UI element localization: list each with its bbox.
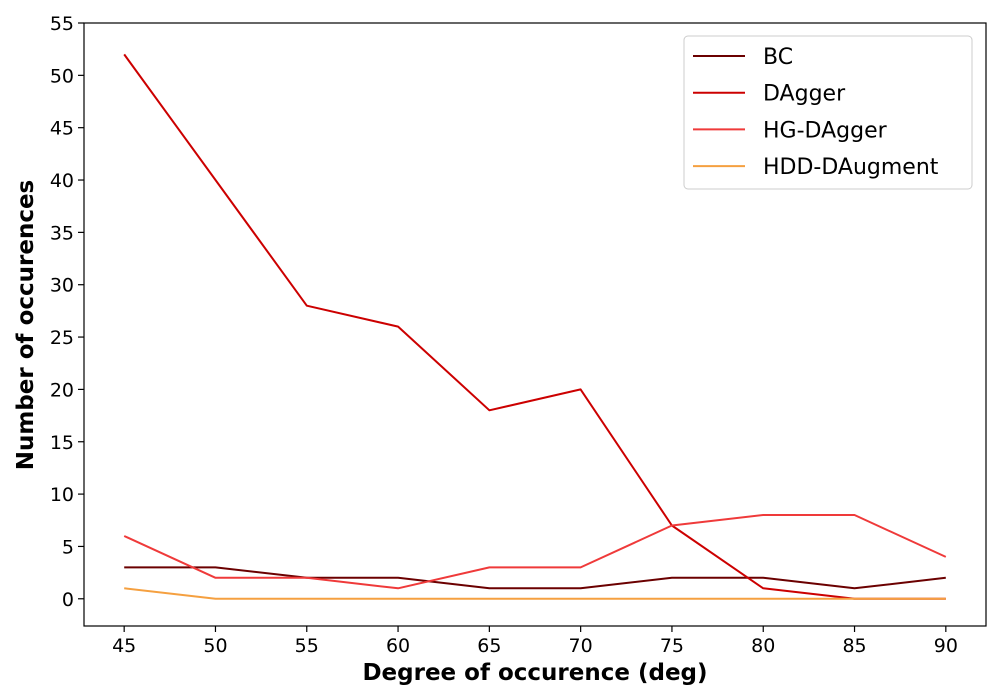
legend-box bbox=[683, 35, 973, 190]
x-axis-label: Degree of occurence (deg) bbox=[362, 660, 707, 686]
x-tick-label: 75 bbox=[660, 635, 684, 657]
y-tick-label: 55 bbox=[50, 13, 74, 35]
legend-label: HG-DAgger bbox=[763, 118, 888, 143]
legend-label: DAgger bbox=[763, 82, 846, 107]
y-tick-label: 20 bbox=[50, 379, 74, 401]
x-tick-label: 85 bbox=[842, 635, 866, 657]
plot-frame bbox=[83, 22, 987, 627]
x-tick-label: 70 bbox=[569, 635, 593, 657]
y-tick-label: 0 bbox=[62, 589, 74, 611]
y-tick-label: 50 bbox=[50, 65, 74, 87]
y-tick-label: 35 bbox=[50, 222, 74, 244]
series-line-dagger bbox=[123, 53, 946, 600]
x-tick-label: 50 bbox=[203, 635, 227, 657]
y-ticks: 0 5 10 15 20 25 30 35 40 45 50 55 bbox=[50, 13, 84, 611]
series-line-hg-dagger bbox=[123, 514, 947, 590]
y-tick-label: 10 bbox=[50, 484, 74, 506]
x-tick-label: 55 bbox=[295, 635, 319, 657]
y-tick-label: 30 bbox=[50, 275, 74, 297]
legend: BC DAgger HG-DAgger HDD-DAugment bbox=[683, 35, 973, 190]
y-tick-label: 40 bbox=[50, 170, 74, 192]
y-tick-label: 25 bbox=[50, 327, 74, 349]
x-tick-label: 90 bbox=[934, 635, 958, 657]
y-axis-label: Number of occurences bbox=[13, 180, 39, 471]
x-tick-label: 60 bbox=[386, 635, 410, 657]
x-tick-label: 45 bbox=[112, 635, 136, 657]
y-tick-label: 45 bbox=[50, 118, 74, 140]
series-line-hdd-daugment bbox=[124, 587, 946, 600]
legend-label: HDD-DAugment bbox=[763, 155, 939, 180]
y-tick-label: 15 bbox=[50, 432, 74, 454]
legend-label: BC bbox=[763, 45, 793, 70]
series-layer bbox=[123, 53, 947, 600]
x-tick-label: 65 bbox=[477, 635, 501, 657]
x-tick-label: 80 bbox=[751, 635, 775, 657]
x-ticks: 45 50 55 60 65 70 75 80 85 90 bbox=[112, 626, 958, 657]
series-line-bc bbox=[124, 566, 946, 590]
y-tick-label: 5 bbox=[62, 536, 74, 558]
